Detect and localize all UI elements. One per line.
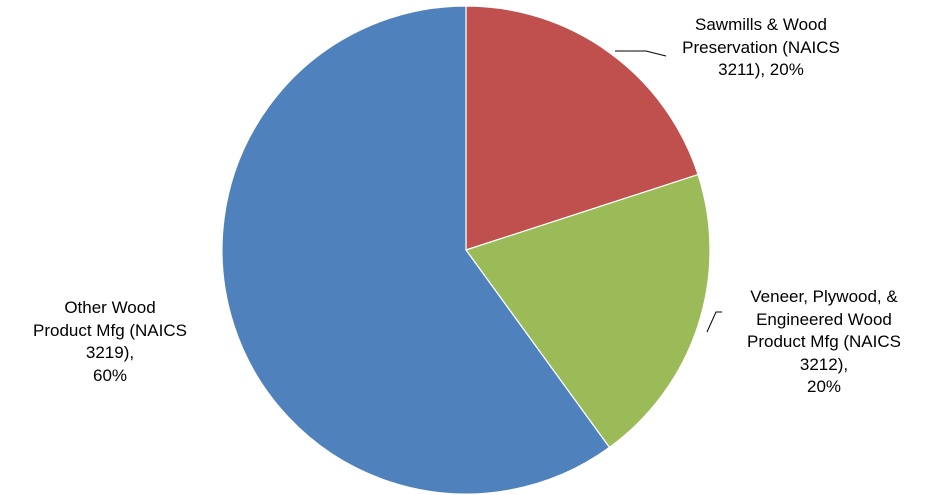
slice-label-sawmills: Sawmills & Wood Preservation (NAICS 3211… — [666, 14, 856, 82]
slice-label-line: Product Mfg (NAICS — [747, 332, 901, 351]
slice-label-line: Veneer, Plywood, & — [750, 287, 898, 306]
leader-lines — [615, 50, 722, 333]
slice-label-line: Preservation (NAICS — [682, 37, 840, 57]
leader-line-veneer-plywood — [706, 311, 722, 333]
leader-line-sawmills — [615, 50, 667, 57]
slice-label-line: Sawmills & Wood — [695, 15, 827, 34]
slice-label-line: Engineered Wood — [756, 309, 892, 329]
slice-label-veneer-plywood: Veneer, Plywood, & Engineered Wood Produ… — [720, 286, 928, 399]
slice-label-other-wood: Other Wood Product Mfg (NAICS 3219), 60% — [4, 297, 216, 387]
slice-label-line: 20% — [806, 377, 842, 396]
slice-label-line: Other Wood — [64, 298, 156, 317]
slice-label-line: 3219), — [85, 343, 135, 362]
slice-label-line: 3211), 20% — [718, 60, 804, 79]
slice-label-line: 60% — [92, 365, 128, 385]
pie-slices — [221, 5, 711, 495]
slice-veneer-plywood — [465, 173, 711, 449]
slice-label-line: Product Mfg (NAICS — [33, 320, 187, 340]
slice-other-wood — [221, 5, 611, 495]
slice-label-line: 3212), — [799, 354, 849, 374]
slice-sawmills — [465, 5, 699, 251]
